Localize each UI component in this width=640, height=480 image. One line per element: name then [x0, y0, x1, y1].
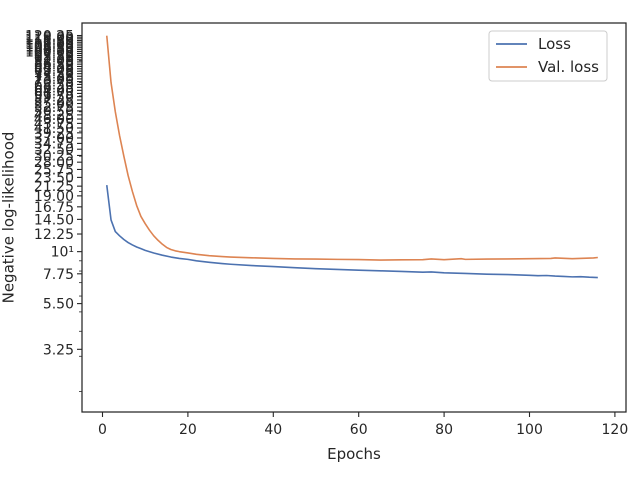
- y-tick-label: 21.25: [34, 179, 74, 195]
- y-tick-label: 39.25: [34, 126, 74, 142]
- y-tick-label: 84.25: [34, 59, 74, 75]
- legend-label-0: Loss: [538, 35, 571, 53]
- series-line-1: [105, 35, 598, 261]
- y-tick-label: 75.25: [34, 69, 74, 85]
- y-axis-label: Negative log-likelihood: [0, 132, 18, 304]
- y-tick-label: 61.75: [34, 86, 74, 102]
- y-tick-label: 77.50: [34, 67, 74, 83]
- y-tick-label: 34.75: [34, 136, 74, 152]
- y-tick-label: 70.75: [34, 75, 74, 91]
- y-tick-label: 10¹: [51, 245, 74, 261]
- y-tick-label: 120.25: [25, 29, 74, 45]
- y-tick-label: 79.75: [34, 64, 74, 80]
- y-tick-label: 93.25: [34, 51, 74, 67]
- y-tick-label: 32.50: [34, 142, 74, 158]
- plot-area: [105, 35, 598, 279]
- y-tick-label: 28.00: [34, 155, 74, 171]
- y-tick-label: 5.50: [43, 297, 74, 313]
- y-tick-label: 86.50: [34, 57, 74, 73]
- y-tick-label: 7.75: [43, 267, 74, 283]
- y-tick-label: 30.25: [34, 148, 74, 164]
- y-tick-label: 14.50: [34, 212, 74, 228]
- x-tick-label: 120: [602, 422, 629, 438]
- y-axis: 3.25 5.50 7.75 10¹ 12.2514.5016.7519.0021.25…: [25, 29, 82, 392]
- x-tick-label: 60: [350, 422, 368, 438]
- y-tick-label: 12.25: [34, 227, 74, 243]
- y-tick-label: 48.25: [34, 108, 74, 124]
- x-axis-label: Epochs: [327, 445, 381, 463]
- y-tick-label: 37.00: [34, 131, 74, 147]
- y-tick-label: 115.75: [25, 32, 74, 48]
- y-tick-label: 95.50: [34, 49, 74, 65]
- legend-label-1: Val. loss: [538, 58, 599, 76]
- y-tick-label: 118.00: [25, 30, 74, 46]
- axes-frame: [81, 22, 627, 413]
- y-tick-label: 52.75: [34, 100, 74, 116]
- y-tick-label: 97.75: [34, 47, 74, 63]
- y-tick-label: 102.25: [25, 43, 74, 59]
- x-tick-label: 100: [516, 422, 543, 438]
- y-tick-label: 55.00: [34, 97, 74, 113]
- y-tick-label: 19.00: [34, 189, 74, 205]
- y-tick-label: 64.00: [34, 83, 74, 99]
- series-line-0: [105, 185, 598, 279]
- y-tick-label: 88.75: [34, 55, 74, 71]
- y-tick-label: 57.25: [34, 93, 74, 109]
- y-tick-label: 66.25: [34, 80, 74, 96]
- y-tick-label: 106.75: [25, 39, 74, 55]
- y-tick-label: 100.00: [25, 45, 74, 61]
- x-tick-label: 40: [264, 422, 282, 438]
- y-tick-label: 59.50: [34, 90, 74, 106]
- y-tick-label: 104.50: [25, 41, 74, 57]
- y-tick-label: 43.75: [34, 116, 74, 132]
- y-tick-label: 68.50: [34, 77, 74, 93]
- y-tick-label: 3.25: [43, 342, 74, 358]
- y-tick-label: 50.50: [34, 104, 74, 120]
- y-tick-label: 46.00: [34, 112, 74, 128]
- y-tick-label: 111.25: [25, 35, 74, 51]
- x-tick-label: 0: [98, 422, 107, 438]
- y-tick-label: 109.00: [25, 37, 74, 53]
- x-axis: 0 20 40 60 80 100 120: [98, 412, 628, 438]
- y-tick-label: 16.75: [34, 200, 74, 216]
- x-tick-label: 80: [435, 422, 453, 438]
- y-tick-label: 82.00: [34, 62, 74, 78]
- y-tick-label: 73.00: [34, 72, 74, 88]
- y-tick-label: 113.50: [25, 34, 74, 50]
- x-tick-label: 20: [179, 422, 197, 438]
- y-tick-label: 91.00: [34, 53, 74, 69]
- y-tick-label: 25.75: [34, 162, 74, 178]
- legend: Loss Val. loss: [488, 30, 608, 82]
- y-tick-label: 23.50: [34, 170, 74, 186]
- y-tick-label: 41.50: [34, 121, 74, 137]
